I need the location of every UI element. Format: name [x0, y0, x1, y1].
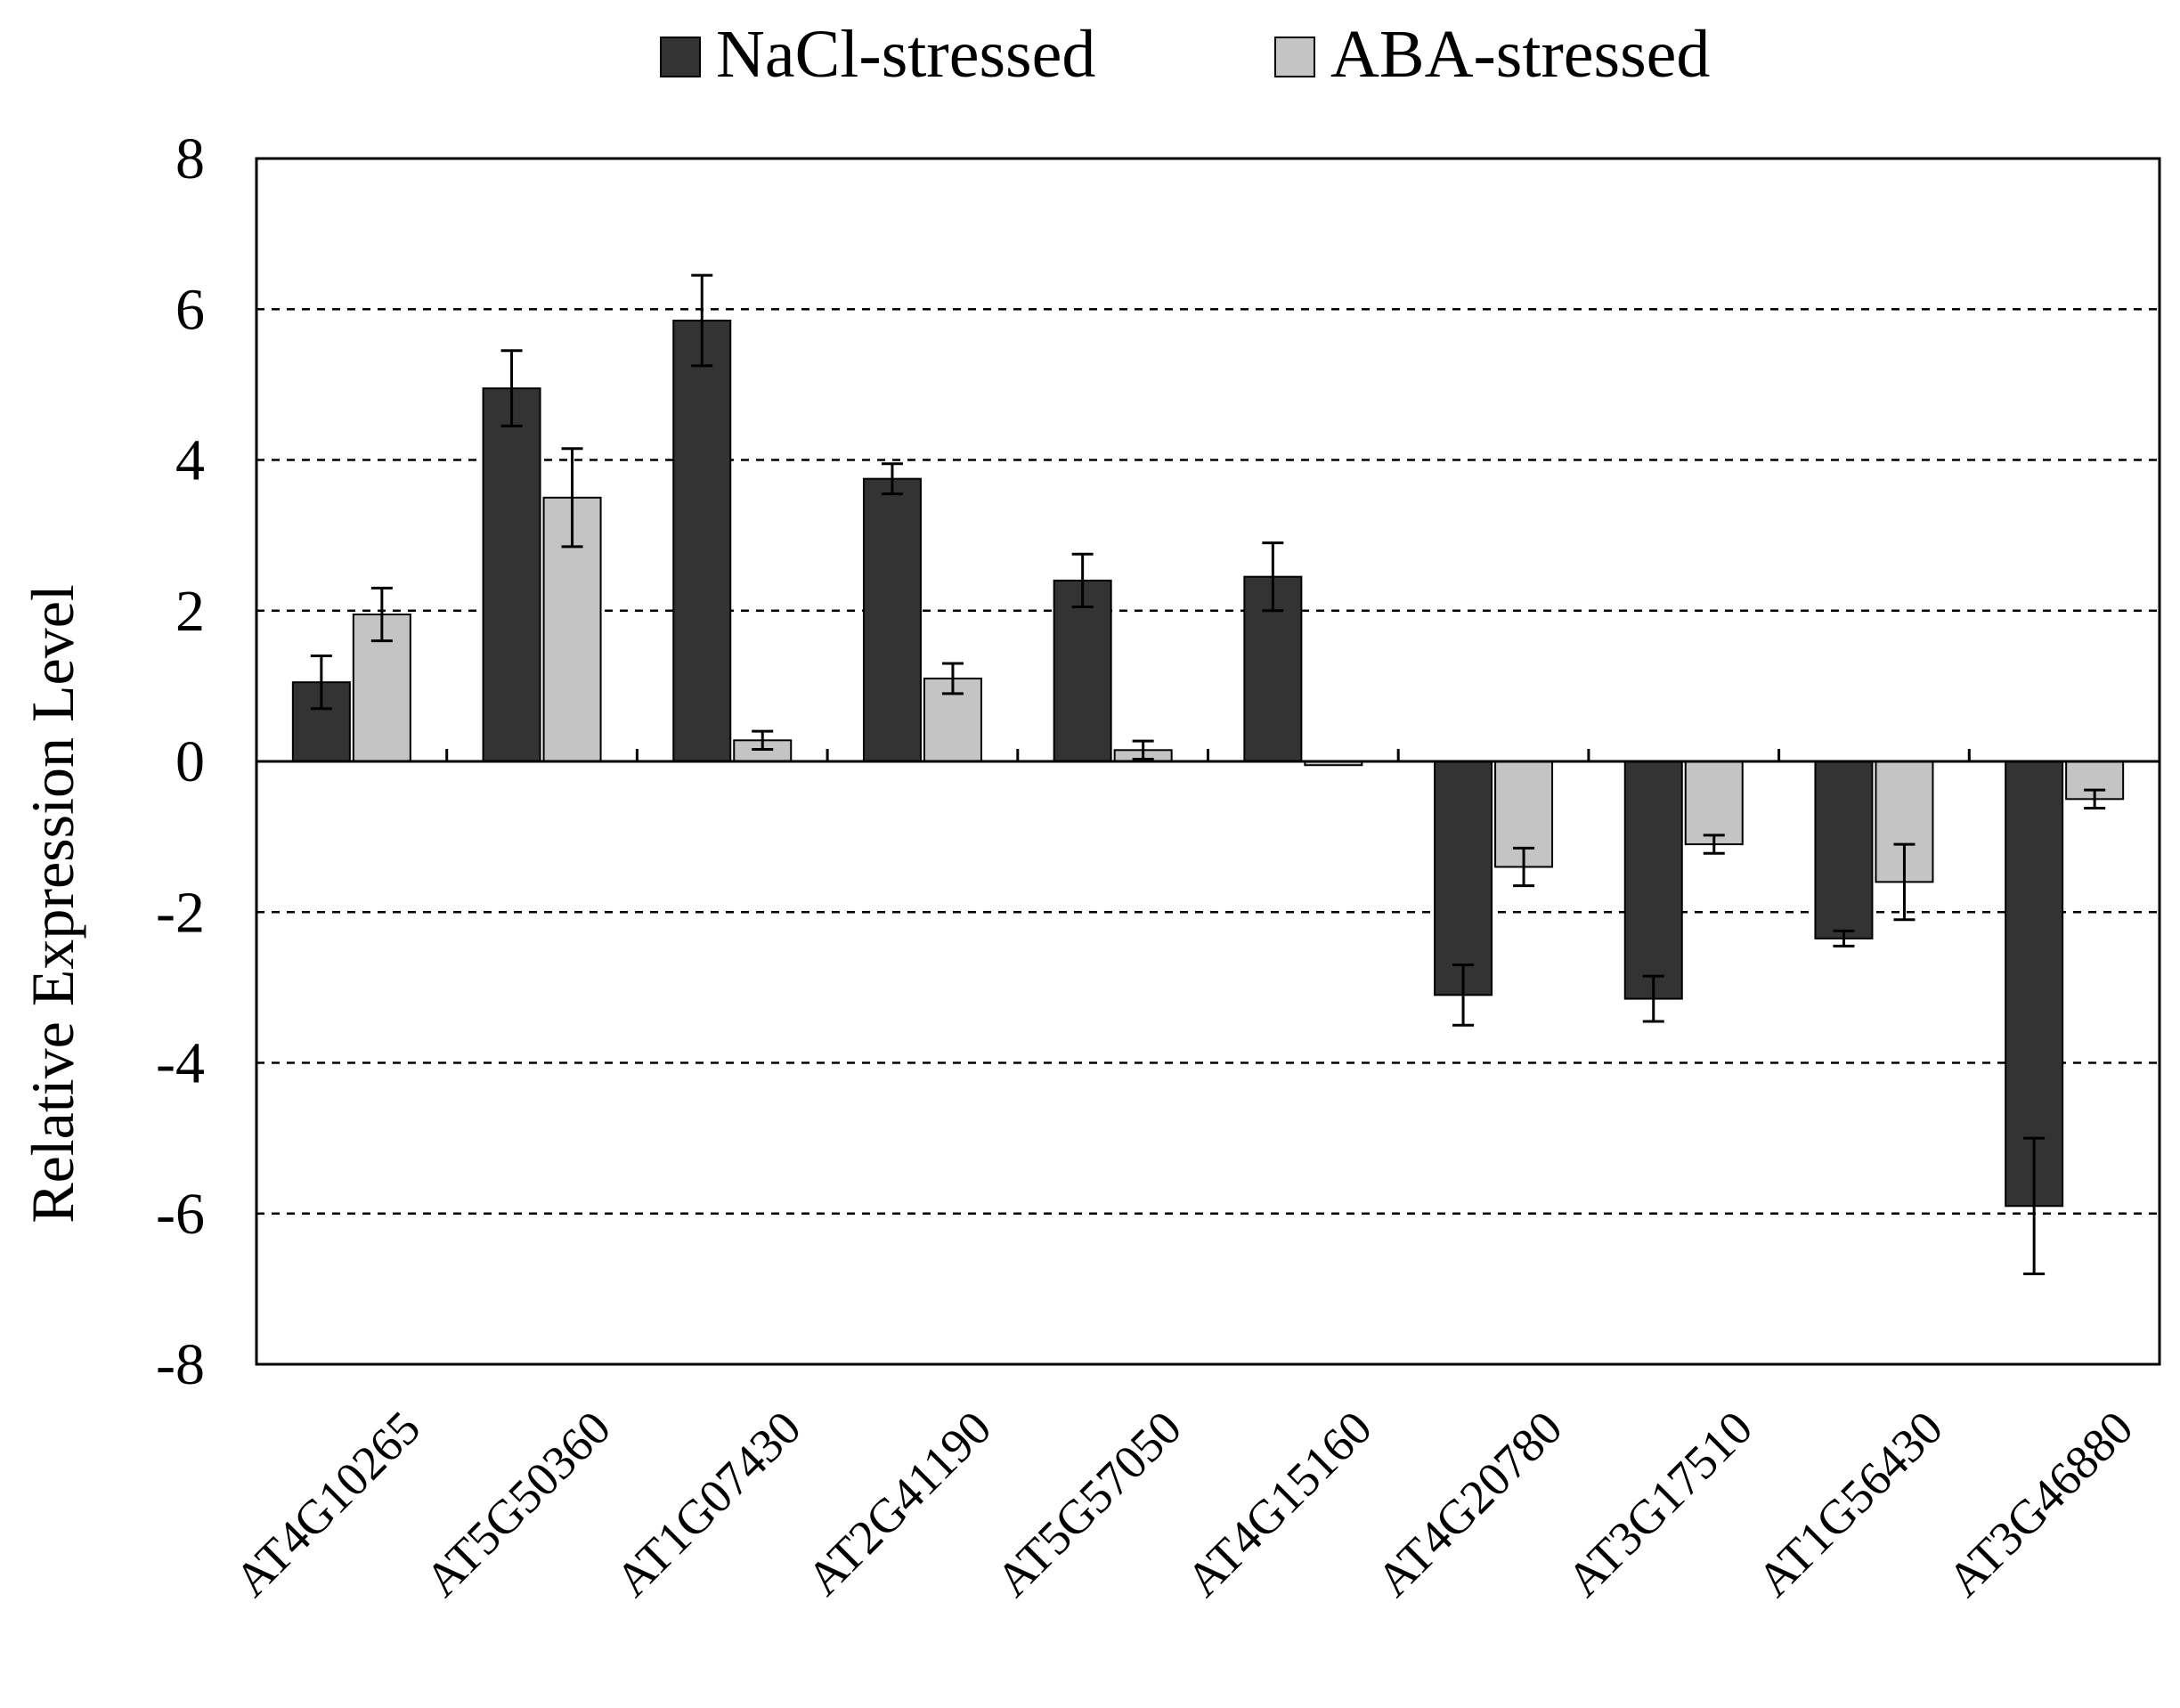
error-bar-nacl-AT2G41190: [881, 462, 903, 496]
bar-aba-AT3G17510: [1684, 760, 1744, 846]
error-bar-aba-AT3G17510: [1703, 834, 1725, 855]
bar-nacl-AT3G17510: [1623, 760, 1683, 1000]
error-bar-nacl-AT3G46880: [2023, 1136, 2046, 1275]
error-bar-aba-AT1G56430: [1893, 842, 1916, 922]
y-tick-label: -2: [156, 880, 205, 945]
category-label-AT3G46880: AT3G46880: [1937, 1401, 2143, 1606]
category-label-AT5G50360: AT5G50360: [415, 1401, 621, 1606]
category-labels: AT4G10265AT5G50360AT1G07430AT2G41190AT5G…: [224, 1401, 2143, 1606]
error-bar-aba-AT1G07430: [752, 729, 774, 751]
error-bar-aba-AT3G46880: [2084, 788, 2106, 809]
category-label-AT4G10265: AT4G10265: [224, 1401, 430, 1606]
category-label-AT1G07430: AT1G07430: [606, 1401, 811, 1606]
y-tick-label: 6: [175, 277, 205, 342]
error-bar-aba-AT4G20780: [1513, 846, 1535, 888]
error-bar-aba-AT2G41190: [941, 662, 964, 695]
error-bar-aba-AT5G50360: [561, 447, 583, 549]
bar-nacl-AT4G20780: [1434, 760, 1493, 996]
y-axis-title: Relative Expression Level: [19, 584, 86, 1224]
y-tick-label: 2: [175, 579, 205, 644]
error-bar-nacl-AT4G15160: [1262, 541, 1284, 613]
y-tick-labels: 8 6 4 2 0 -2 -4 -6 -8: [156, 126, 205, 1397]
error-bar-nacl-AT3G17510: [1642, 974, 1664, 1023]
legend-swatch-aba: [1274, 37, 1315, 77]
legend: NaCl-stressed ABA-stressed: [660, 17, 1710, 92]
error-bar-nacl-AT1G07430: [691, 273, 713, 368]
category-label-AT4G20780: AT4G20780: [1366, 1401, 1572, 1606]
legend-label-aba: ABA-stressed: [1330, 17, 1710, 92]
error-bar-nacl-AT4G20780: [1452, 963, 1475, 1027]
bars: [291, 273, 2125, 1275]
error-bar-nacl-AT1G56430: [1833, 929, 1855, 948]
y-tick-label: 8: [175, 126, 205, 191]
bar-nacl-AT1G07430: [672, 319, 732, 762]
legend-swatch-nacl: [660, 37, 701, 77]
y-tick-label: 4: [175, 428, 205, 493]
bar-nacl-AT3G46880: [2005, 760, 2064, 1208]
error-bar-nacl-AT5G57050: [1071, 552, 1094, 609]
bar-nacl-AT5G57050: [1053, 579, 1112, 763]
y-tick-label: -4: [156, 1031, 205, 1096]
category-label-AT3G17510: AT3G17510: [1557, 1401, 1762, 1606]
error-bar-nacl-AT4G10265: [310, 655, 332, 711]
error-bar-aba-AT5G57050: [1132, 739, 1154, 760]
category-label-AT2G41190: AT2G41190: [797, 1401, 1002, 1606]
y-tick-label: 0: [175, 729, 205, 794]
error-bar-aba-AT4G10265: [370, 586, 393, 643]
y-tick-label: -8: [156, 1332, 205, 1397]
legend-label-nacl: NaCl-stressed: [716, 17, 1095, 92]
category-label-AT1G56430: AT1G56430: [1747, 1401, 1953, 1606]
bar-nacl-AT5G50360: [482, 387, 541, 762]
error-bar-nacl-AT5G50360: [500, 349, 523, 427]
axes: [255, 157, 2161, 1366]
bar-nacl-AT1G56430: [1814, 760, 1874, 939]
bar-nacl-AT2G41190: [862, 477, 922, 762]
category-label-AT4G15160: AT4G15160: [1176, 1401, 1382, 1606]
category-label-AT5G57050: AT5G57050: [986, 1401, 1192, 1606]
y-tick-label: -6: [156, 1182, 205, 1247]
